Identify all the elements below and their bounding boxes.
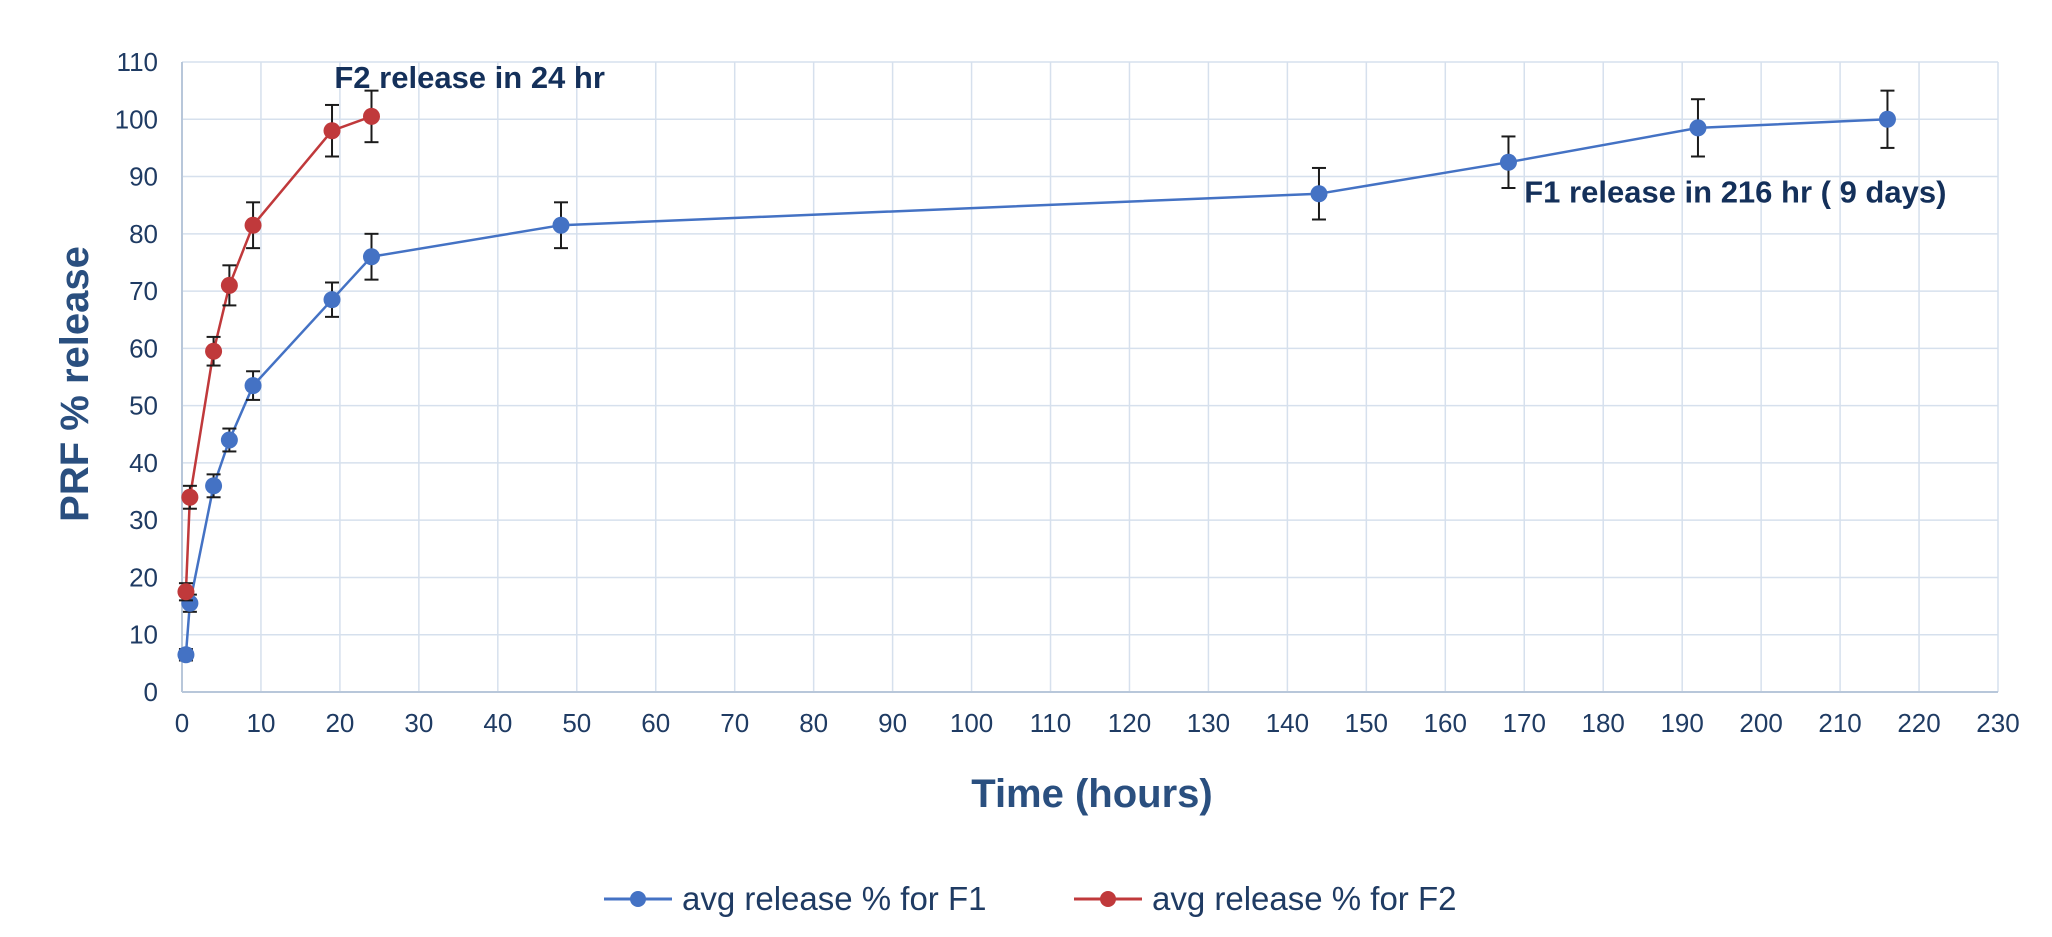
y-tick-label: 70 bbox=[129, 276, 158, 306]
data-point bbox=[1499, 153, 1517, 171]
x-tick-label: 180 bbox=[1582, 708, 1625, 738]
x-tick-label: 40 bbox=[483, 708, 512, 738]
data-point bbox=[205, 477, 223, 495]
series-line bbox=[184, 118, 1888, 655]
x-tick-label: 170 bbox=[1503, 708, 1546, 738]
x-tick-label: 90 bbox=[878, 708, 907, 738]
legend-item-1: avg release % for F1 bbox=[604, 880, 986, 917]
y-tick-label: 10 bbox=[129, 620, 158, 650]
data-point bbox=[220, 431, 238, 449]
y-tick-label: 90 bbox=[129, 162, 158, 192]
data-point bbox=[177, 583, 195, 601]
legend-item-2: avg release % for F2 bbox=[1074, 880, 1456, 917]
series bbox=[177, 89, 1896, 664]
data-point bbox=[181, 488, 199, 506]
x-tick-label: 220 bbox=[1897, 708, 1940, 738]
x-tick-label: 190 bbox=[1660, 708, 1703, 738]
chart-annotation: F2 release in 24 hr bbox=[334, 60, 605, 95]
x-tick-label: 120 bbox=[1108, 708, 1151, 738]
data-point bbox=[244, 377, 262, 395]
data-point bbox=[220, 276, 238, 294]
data-point bbox=[323, 291, 341, 309]
x-tick-label: 80 bbox=[799, 708, 828, 738]
legend-swatch-marker bbox=[630, 891, 646, 907]
x-tick-label: 10 bbox=[246, 708, 275, 738]
data-point bbox=[323, 122, 341, 140]
x-tick-label: 60 bbox=[641, 708, 670, 738]
data-point bbox=[1310, 185, 1328, 203]
gridlines bbox=[181, 61, 1999, 693]
x-tick-label: 130 bbox=[1187, 708, 1230, 738]
legend-swatch-marker bbox=[1100, 891, 1116, 907]
y-tick-label: 0 bbox=[144, 677, 158, 707]
y-tick-label: 50 bbox=[129, 391, 158, 421]
y-tick-label: 100 bbox=[115, 104, 158, 134]
data-point bbox=[244, 216, 262, 234]
x-tick-label: 210 bbox=[1818, 708, 1861, 738]
y-tick-label: 40 bbox=[129, 448, 158, 478]
legend-label: avg release % for F1 bbox=[682, 880, 986, 917]
y-tick-label: 60 bbox=[129, 333, 158, 363]
x-tick-label: 30 bbox=[404, 708, 433, 738]
x-tick-label: 0 bbox=[175, 708, 189, 738]
data-point bbox=[362, 107, 380, 125]
x-tick-label: 20 bbox=[325, 708, 354, 738]
legend-label: avg release % for F2 bbox=[1152, 880, 1456, 917]
x-tick-label: 140 bbox=[1266, 708, 1309, 738]
series-1 bbox=[177, 89, 1896, 664]
data-point bbox=[177, 646, 195, 664]
chart-annotation: F1 release in 216 hr ( 9 days) bbox=[1524, 174, 1946, 209]
legend: avg release % for F1 avg release % for F2 bbox=[604, 880, 1456, 917]
x-tick-label: 110 bbox=[1030, 708, 1071, 738]
data-point bbox=[552, 216, 570, 234]
x-tick-label: 70 bbox=[720, 708, 749, 738]
series-2 bbox=[177, 89, 380, 602]
y-axis-title: PRF % release bbox=[53, 246, 97, 522]
annotations: F2 release in 24 hr F1 release in 216 hr … bbox=[334, 60, 1946, 210]
y-tick-label: 30 bbox=[129, 505, 158, 535]
data-point bbox=[1689, 119, 1707, 137]
x-tick-label: 100 bbox=[950, 708, 993, 738]
x-tick-label: 200 bbox=[1739, 708, 1782, 738]
x-tick-label: 50 bbox=[562, 708, 591, 738]
y-tick-label: 80 bbox=[129, 219, 158, 249]
x-tick-label: 230 bbox=[1976, 708, 2019, 738]
data-point bbox=[362, 248, 380, 266]
y-tick-label: 20 bbox=[129, 562, 158, 592]
data-point bbox=[205, 342, 223, 360]
data-point bbox=[1878, 110, 1896, 128]
x-tick-label: 150 bbox=[1345, 708, 1388, 738]
y-tick-label: 110 bbox=[117, 47, 158, 77]
x-axis-title: Time (hours) bbox=[971, 772, 1213, 816]
x-tick-label: 160 bbox=[1424, 708, 1467, 738]
